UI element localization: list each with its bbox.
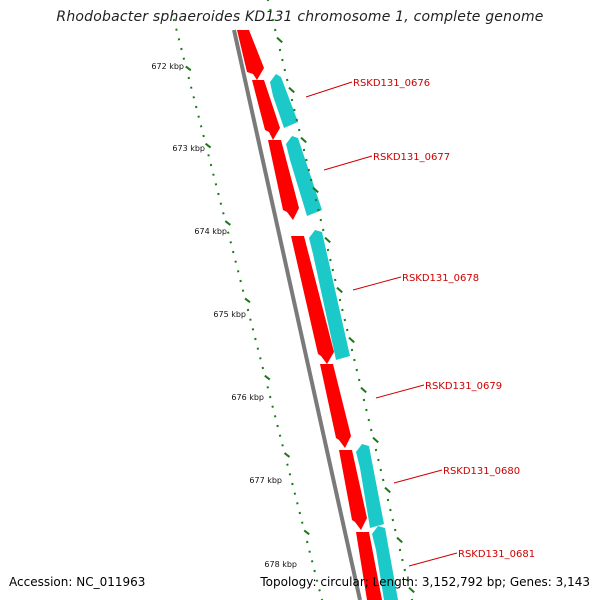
scale-tick: [283, 452, 291, 458]
cds-arrow[interactable]: [356, 532, 382, 600]
gene-leader-line: [305, 81, 353, 98]
scale-tick: [315, 579, 319, 582]
scale-tick: [312, 186, 319, 194]
scale-tick-label: 678 kbp: [264, 560, 297, 569]
scale-tick: [234, 260, 237, 263]
scale-tick: [273, 415, 277, 418]
cds-arrow[interactable]: [237, 30, 264, 80]
gene-leader-line: [323, 155, 373, 171]
scale-tick: [396, 536, 403, 544]
scale-tick: [301, 521, 304, 524]
forward-cds-track: [237, 30, 382, 600]
scale-tick: [308, 550, 311, 553]
gene-labels: RSKD131_0676 RSKD131_0677 RSKD131_0678 R…: [353, 78, 535, 560]
genome-backbone: [232, 29, 362, 600]
scale-tick: [408, 586, 415, 594]
cds-arrow[interactable]: [252, 80, 280, 140]
cds-arrow[interactable]: [268, 140, 299, 220]
reverse-cds-track: [270, 74, 398, 600]
gene-leader-lines: [305, 81, 458, 567]
cds-arrow[interactable]: [356, 444, 384, 528]
scale-tick: [264, 374, 271, 381]
scale-tick-label: 674 kbp: [194, 227, 227, 236]
scale-tick: [271, 405, 274, 408]
scale-tick: [197, 115, 200, 118]
cds-arrow[interactable]: [270, 74, 298, 128]
gene-leader-line: [408, 552, 458, 567]
scale-tick-label: 677 kbp: [249, 476, 282, 485]
scale-tick-label: 675 kbp: [213, 310, 246, 319]
scale-tick: [192, 96, 195, 99]
scale-tick: [236, 270, 240, 273]
scale-tick: [249, 318, 252, 321]
scale-tick: [251, 328, 255, 331]
scale-tick: [199, 125, 203, 128]
map-title: Rhodobacter sphaeroides KD131 chromosome…: [56, 9, 544, 25]
scale-tick: [300, 136, 307, 144]
scale-tick: [207, 154, 210, 157]
scale-tick: [281, 444, 284, 447]
scale-tick: [229, 241, 232, 244]
gene-leader-line: [393, 469, 443, 484]
cds-arrow[interactable]: [286, 136, 322, 216]
cds-arrow[interactable]: [320, 364, 351, 448]
scale-tick: [266, 386, 269, 389]
scale-tick: [204, 142, 212, 149]
cds-arrow[interactable]: [291, 236, 334, 364]
scale-tick: [288, 86, 295, 94]
scale-tick-label: 676 kbp: [231, 393, 264, 402]
scale-tick-track-left: [172, 18, 324, 600]
gene-label[interactable]: RSKD131_0678: [402, 273, 479, 284]
scale-tick-track-right: [266, 0, 415, 600]
scale-tick: [276, 36, 283, 44]
scale-tick: [175, 28, 178, 31]
scale-tick: [177, 38, 181, 41]
gene-leader-line: [352, 276, 402, 291]
genome-summary-text: Topology: circular; Length: 3,152,792 bp…: [260, 575, 590, 589]
scale-tick: [288, 473, 292, 476]
scale-tick: [293, 492, 297, 495]
cds-arrow[interactable]: [339, 450, 367, 530]
scale-tick: [182, 57, 186, 60]
cds-arrow[interactable]: [309, 230, 350, 360]
scale-tick: [310, 560, 314, 563]
scale-tick: [360, 386, 367, 394]
gene-leader-line: [375, 384, 425, 399]
scale-labels: 672 kbp 673 kbp 674 kbp 675 kbp 676 kbp …: [151, 62, 297, 569]
scale-tick: [296, 502, 299, 505]
gene-label[interactable]: RSKD131_0679: [425, 381, 502, 392]
scale-tick-label: 673 kbp: [172, 144, 205, 153]
scale-tick: [244, 297, 251, 304]
scale-tick: [256, 347, 260, 350]
scale-tick: [214, 183, 218, 186]
scale-tick: [259, 357, 262, 360]
cds-arrow[interactable]: [372, 526, 398, 600]
gene-label[interactable]: RSKD131_0676: [353, 78, 430, 89]
scale-tick: [303, 529, 310, 536]
scale-tick: [241, 289, 245, 292]
gene-label[interactable]: RSKD131_0677: [373, 152, 450, 163]
scale-tick: [190, 86, 193, 89]
scale-tick: [286, 463, 289, 466]
scale-tick-label: 672 kbp: [151, 62, 184, 71]
scale-tick: [372, 436, 379, 444]
scale-tick: [227, 231, 230, 234]
scale-tick: [219, 202, 223, 205]
accession-text: Accession: NC_011963: [9, 575, 146, 589]
scale-tick: [324, 236, 331, 244]
scale-tick: [384, 486, 391, 494]
scale-tick: [185, 65, 192, 72]
scale-tick: [278, 434, 282, 437]
scale-tick: [212, 173, 215, 176]
scale-tick: [224, 220, 231, 226]
gene-label[interactable]: RSKD131_0681: [458, 549, 535, 560]
scale-tick: [336, 286, 343, 294]
gene-label[interactable]: RSKD131_0680: [443, 466, 520, 477]
scale-tick: [318, 589, 321, 592]
scale-tick: [348, 336, 355, 344]
scale-tick: [222, 212, 225, 215]
